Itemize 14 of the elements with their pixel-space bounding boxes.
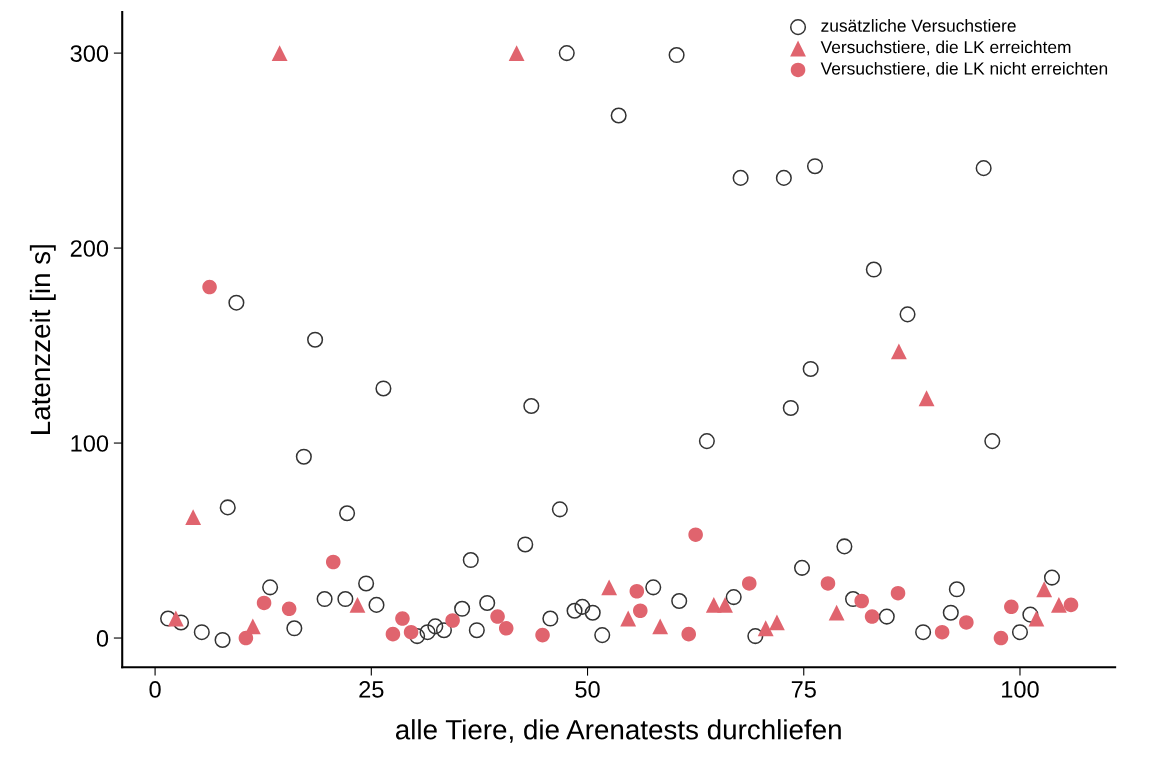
x-tick-label: 25 xyxy=(359,681,384,698)
y-axis-title: Latenzzeit [in s] xyxy=(29,245,56,434)
legend-label: Versuchstiere, die LK nicht erreichten xyxy=(820,61,1108,77)
x-axis-title: alle Tiere, die Arenatests durchliefen xyxy=(395,719,841,743)
y-tick-label: 300 xyxy=(70,45,109,62)
legend-label: zusätzliche Versuchstiere xyxy=(821,19,1016,32)
y-tick-label: 0 xyxy=(96,630,109,647)
x-tick-label: 100 xyxy=(1002,681,1039,698)
y-tick-label: 200 xyxy=(70,240,109,257)
legend-label: Versuchstiere, die LK erreichtem xyxy=(820,40,1071,56)
x-tick-label: 75 xyxy=(791,681,816,698)
x-tick-label: 0 xyxy=(149,681,161,698)
x-tick-label: 50 xyxy=(575,681,600,698)
y-tick-label: 100 xyxy=(71,435,109,452)
